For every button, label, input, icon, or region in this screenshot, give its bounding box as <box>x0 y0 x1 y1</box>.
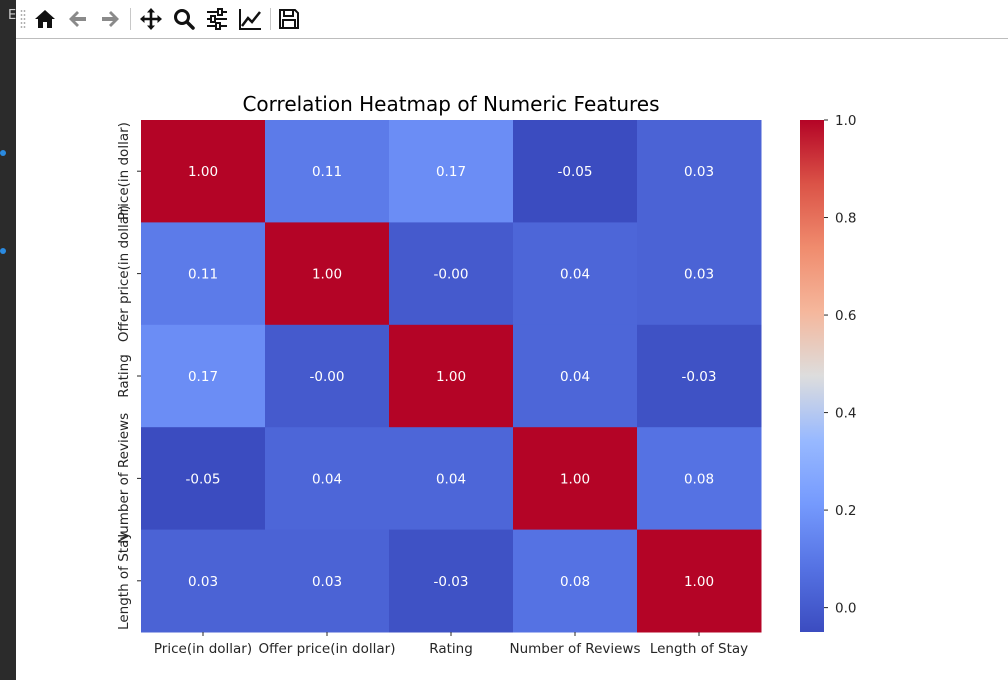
floppy-disk-icon <box>279 9 299 29</box>
y-tick-label: Price(in dollar) <box>116 122 132 220</box>
colorbar-tick-label: 0.0 <box>835 601 856 617</box>
cell-annotation: -0.03 <box>682 369 717 385</box>
heatmap-cell <box>265 324 390 428</box>
configure-subplots-button[interactable] <box>203 5 231 33</box>
colorbar <box>800 120 824 632</box>
heatmap-cell <box>141 427 266 531</box>
heatmap-cell <box>265 222 390 326</box>
colorbar-ticks: 0.0 0.2 0.4 0.6 0.8 1.0 <box>824 113 856 617</box>
cell-annotation: 0.04 <box>560 369 590 385</box>
cell-annotation: 0.03 <box>684 164 714 180</box>
zoom-button[interactable] <box>170 5 198 33</box>
heatmap-cell <box>513 120 638 223</box>
plot-toolbar <box>16 0 1008 39</box>
heatmap-cell <box>265 427 390 531</box>
heatmap-cell <box>389 222 514 326</box>
heatmap-cell <box>513 427 638 531</box>
heatmap-cell <box>637 427 762 531</box>
heatmap-cell <box>265 120 390 223</box>
heatmap-chart: Correlation Heatmap of Numeric Features … <box>116 92 856 657</box>
move-icon <box>140 8 162 30</box>
toolbar-separator <box>270 8 271 30</box>
cell-annotation: -0.03 <box>434 574 469 590</box>
heatmap-cells <box>141 120 762 633</box>
cell-annotation: 0.04 <box>560 267 590 283</box>
x-tick-label: Rating <box>429 641 473 657</box>
save-button[interactable] <box>275 5 303 33</box>
home-icon <box>35 10 55 28</box>
colorbar-tick-label: 1.0 <box>835 113 856 129</box>
cell-annotation: 0.04 <box>436 471 466 487</box>
heatmap-cell <box>389 120 514 223</box>
heatmap-cell <box>389 529 514 633</box>
x-axis-ticks: Price(in dollar) Offer price(in dollar) Ra… <box>154 632 748 657</box>
cell-annotation: 0.11 <box>188 267 218 283</box>
window-edge-label: E <box>8 8 17 23</box>
back-button[interactable] <box>64 5 92 33</box>
heatmap-cell <box>389 324 514 428</box>
cell-annotation: 0.04 <box>312 471 342 487</box>
heatmap-cell <box>265 529 390 633</box>
magnifier-icon <box>174 9 195 30</box>
figure-canvas[interactable]: Correlation Heatmap of Numeric Features … <box>16 39 1008 680</box>
home-button[interactable] <box>31 5 59 33</box>
left-window-strip: E <box>0 0 16 680</box>
x-tick-label: Number of Reviews <box>509 641 640 657</box>
y-tick-label: Number of Reviews <box>116 413 132 544</box>
x-tick-label: Offer price(in dollar) <box>259 641 396 657</box>
cell-annotation: 1.00 <box>436 369 466 385</box>
cell-annotation: 0.17 <box>188 369 218 385</box>
y-tick-label: Rating <box>116 354 132 398</box>
colorbar-tick-label: 0.6 <box>835 308 856 324</box>
heatmap-cell <box>141 222 266 326</box>
cell-annotation: 0.08 <box>560 574 590 590</box>
sliders-icon <box>207 8 227 30</box>
heatmap-cell <box>637 529 762 633</box>
colorbar-tick-label: 0.4 <box>835 406 856 422</box>
cell-annotation: 0.03 <box>684 267 714 283</box>
cell-annotation: 1.00 <box>684 574 714 590</box>
cell-annotation: -0.05 <box>186 471 221 487</box>
y-tick-label: Length of Stay <box>116 532 132 630</box>
toolbar-separator <box>130 8 131 30</box>
cell-annotation: 0.17 <box>436 164 466 180</box>
arrow-left-icon <box>69 11 86 27</box>
y-tick-label: Offer price(in dollar) <box>116 205 132 342</box>
cell-annotation: -0.00 <box>310 369 345 385</box>
forward-button[interactable] <box>96 5 124 33</box>
heatmap-cell <box>513 529 638 633</box>
cell-annotation: -0.05 <box>558 164 593 180</box>
cell-annotation: 1.00 <box>188 164 218 180</box>
toolbar-grip-icon[interactable] <box>20 9 26 29</box>
cell-annotation: 0.08 <box>684 471 714 487</box>
edit-axis-button[interactable] <box>236 5 264 33</box>
heatmap-cell <box>513 222 638 326</box>
x-tick-label: Length of Stay <box>650 641 748 657</box>
heatmap-cell <box>637 120 762 223</box>
x-tick-label: Price(in dollar) <box>154 641 252 657</box>
heatmap-annotations: 1.00 0.11 0.17 -0.05 0.03 0.11 1.00 -0.00 0.04 0.… <box>186 164 717 590</box>
cell-annotation: 0.11 <box>312 164 342 180</box>
chart-title: Correlation Heatmap of Numeric Features <box>242 92 659 116</box>
arrow-right-icon <box>102 11 119 27</box>
heatmap-cell <box>389 427 514 531</box>
notification-dot <box>0 248 6 254</box>
heatmap-cell <box>513 324 638 428</box>
heatmap-cell <box>141 120 266 223</box>
cell-annotation: -0.00 <box>434 267 469 283</box>
cell-annotation: 1.00 <box>560 471 590 487</box>
colorbar-tick-label: 0.8 <box>835 211 856 227</box>
cell-annotation: 1.00 <box>312 267 342 283</box>
heatmap-cell <box>637 222 762 326</box>
notification-dot <box>0 150 6 156</box>
pan-button[interactable] <box>137 5 165 33</box>
heatmap-cell <box>141 529 266 633</box>
cell-annotation: 0.03 <box>312 574 342 590</box>
colorbar-tick-label: 0.2 <box>835 503 856 519</box>
y-axis-ticks: Price(in dollar)Offer price(in dollar) Ra… <box>116 122 141 630</box>
line-chart-icon <box>239 9 261 30</box>
heatmap-cell <box>141 324 266 428</box>
cell-annotation: 0.03 <box>188 574 218 590</box>
heatmap-cell <box>637 324 762 428</box>
